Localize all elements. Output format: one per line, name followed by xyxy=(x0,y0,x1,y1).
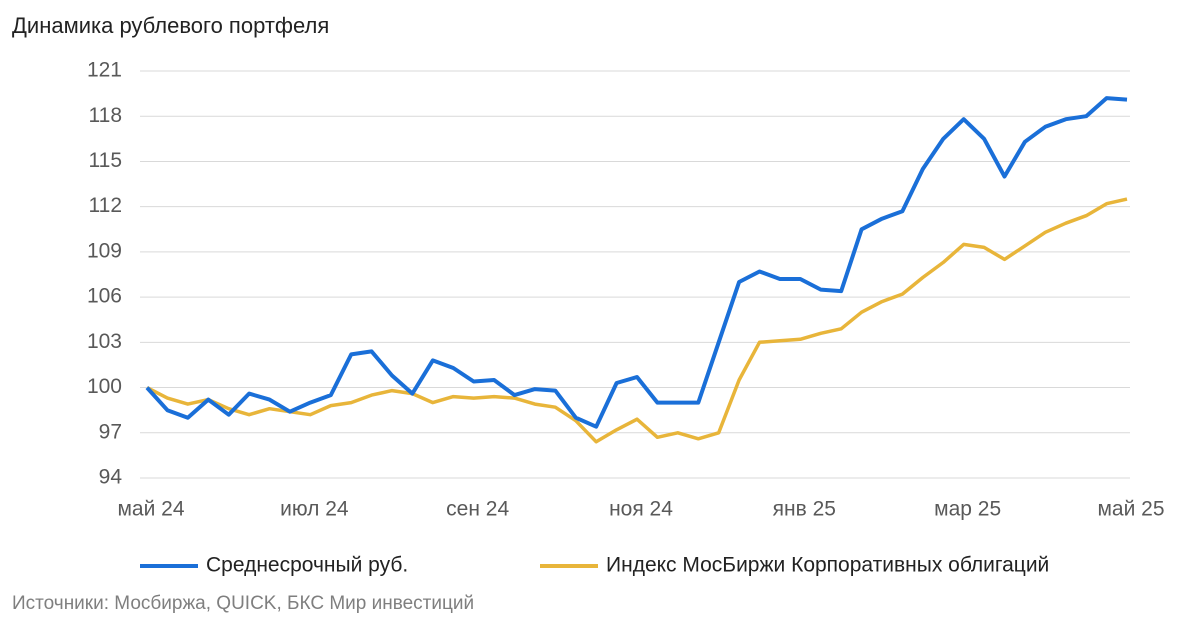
y-tick-label: 94 xyxy=(99,466,123,489)
legend-label: Среднесрочный руб. xyxy=(206,554,408,577)
y-tick-label: 115 xyxy=(89,149,122,172)
y-tick-label: 103 xyxy=(87,330,122,353)
x-tick-label: май 25 xyxy=(1097,498,1164,521)
x-tick-label: ноя 24 xyxy=(609,498,673,521)
chart-title: Динамика рублевого портфеля xyxy=(12,13,329,38)
y-tick-label: 112 xyxy=(89,194,122,217)
legend-label: Индекс МосБиржи Корпоративных облигаций xyxy=(606,554,1049,577)
series-line xyxy=(145,96,1128,429)
y-tick-label: 106 xyxy=(87,285,122,308)
series-line xyxy=(146,197,1128,444)
x-tick-label: янв 25 xyxy=(773,498,836,521)
x-tick-label: май 24 xyxy=(117,498,184,521)
y-tick-label: 109 xyxy=(87,239,122,262)
x-tick-label: мар 25 xyxy=(934,498,1001,521)
y-tick-label: 97 xyxy=(99,420,122,443)
x-tick-label: июл 24 xyxy=(280,498,349,521)
y-tick-label: 100 xyxy=(87,375,122,398)
y-tick-label: 121 xyxy=(87,59,122,82)
x-tick-label: сен 24 xyxy=(446,498,509,521)
y-tick-label: 118 xyxy=(89,104,122,127)
source-note: Источники: Мосбиржа, QUICK, БКС Мир инве… xyxy=(12,593,474,614)
